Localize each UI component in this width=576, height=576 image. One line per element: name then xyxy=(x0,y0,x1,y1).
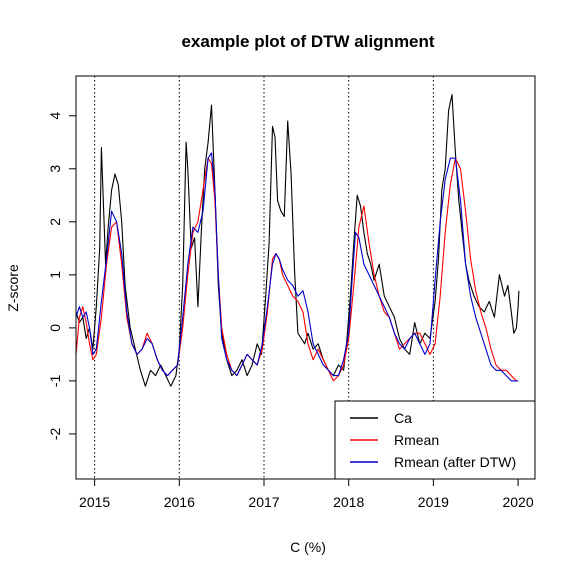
chart-title: example plot of DTW alignment xyxy=(181,32,434,51)
y-tick-label-3: 3 xyxy=(47,165,63,173)
y-tick-label-4: 4 xyxy=(47,112,63,120)
y-tick-label-1: 1 xyxy=(47,271,63,279)
series-line-rmean xyxy=(75,157,519,382)
reference-lines xyxy=(94,76,434,479)
x-tick-label-2020: 2020 xyxy=(502,494,533,510)
y-axis-label: Z-score xyxy=(5,264,21,312)
series-layer xyxy=(75,94,520,387)
y-tick-label--2: -2 xyxy=(47,427,63,440)
x-tick-label-2017: 2017 xyxy=(248,494,279,510)
y-tick-label--1: -1 xyxy=(47,374,63,387)
series-line-rmean-after-dtw xyxy=(75,152,519,382)
series-line-ca xyxy=(75,94,520,387)
legend-label-rmean: Rmean xyxy=(394,432,439,448)
x-tick-label-2016: 2016 xyxy=(164,494,195,510)
x-tick-label-2019: 2019 xyxy=(418,494,449,510)
y-axis: -2 -1 0 1 2 3 4 xyxy=(47,112,77,440)
x-axis: 2015 2016 2017 2018 2019 2020 xyxy=(79,478,534,510)
y-tick-label-2: 2 xyxy=(47,218,63,226)
x-tick-label-2018: 2018 xyxy=(333,494,364,510)
y-tick-label-0: 0 xyxy=(47,324,63,332)
legend: Ca Rmean Rmean (after DTW) xyxy=(334,400,536,480)
legend-label-ca: Ca xyxy=(394,410,412,426)
legend-label-rmean-dtw: Rmean (after DTW) xyxy=(394,454,516,470)
x-tick-label-2015: 2015 xyxy=(79,494,110,510)
x-axis-label: C (%) xyxy=(290,539,326,555)
